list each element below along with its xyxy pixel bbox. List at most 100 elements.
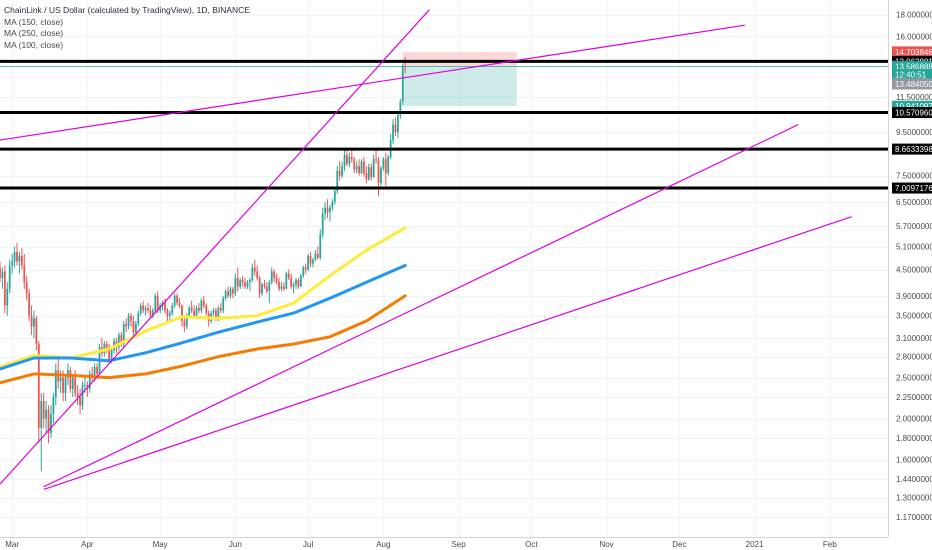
- price-tick-label: 4.50000000: [896, 266, 932, 275]
- candle-body: [79, 396, 81, 406]
- candle-body: [302, 267, 305, 276]
- candle-body: [108, 347, 111, 361]
- candle-body: [50, 414, 52, 433]
- candle-body: [1, 271, 4, 278]
- candle-body: [195, 307, 198, 316]
- price-badge-label: 7.00971762: [895, 184, 932, 193]
- position-stop-zone: [402, 51, 517, 67]
- candle-body: [134, 323, 137, 333]
- candle-body: [96, 366, 98, 374]
- candle-body: [215, 310, 217, 319]
- price-tick-label: 7.50000000: [896, 172, 932, 181]
- candle-body: [212, 310, 215, 314]
- candle-body: [234, 277, 237, 294]
- trendline: [43, 216, 852, 491]
- candle-body: [33, 318, 35, 327]
- price-tick-label: 2.80000000: [896, 353, 932, 362]
- candle-body: [8, 265, 11, 289]
- price-tick-label: 6.50000000: [896, 198, 932, 207]
- candle-body: [202, 300, 205, 306]
- candle-body: [297, 280, 300, 287]
- candle-body: [329, 207, 331, 213]
- legend-ma150[interactable]: MA (150, close): [4, 16, 64, 27]
- price-badge-label: 14.70384682: [895, 48, 932, 57]
- candle-body: [3, 271, 6, 306]
- candle-body: [76, 392, 79, 397]
- candle-body: [355, 166, 358, 170]
- position-target-zone: [402, 66, 517, 107]
- candle-body: [244, 282, 246, 287]
- candle-body: [401, 66, 404, 102]
- candle-body: [268, 282, 271, 292]
- price-tick-label: 1.44000000: [896, 475, 932, 484]
- candle-body: [239, 280, 242, 287]
- candle-body: [69, 370, 72, 389]
- candle-body: [190, 307, 193, 311]
- candle-body: [278, 282, 280, 289]
- moving-average-line: [0, 264, 407, 371]
- time-tick-label: Apr: [81, 540, 94, 549]
- candle-body: [171, 305, 174, 314]
- candle-body: [314, 253, 317, 260]
- candle-body: [59, 377, 62, 382]
- plot-layer: [0, 9, 888, 491]
- candle-body: [16, 251, 18, 262]
- legend-ma250[interactable]: MA (250, close): [4, 28, 64, 38]
- candle-body: [312, 259, 314, 264]
- candle-body: [270, 271, 273, 283]
- candle-body: [105, 344, 108, 348]
- candle-body: [193, 310, 195, 316]
- candle-body: [227, 291, 229, 296]
- candle-body: [25, 282, 28, 294]
- price-tick-label: 2.00000000: [896, 415, 932, 424]
- candle-body: [392, 124, 394, 141]
- time-tick-label: Mar: [5, 540, 19, 549]
- price-badge: [892, 100, 932, 112]
- candle-body: [183, 321, 186, 327]
- candle-body: [232, 288, 234, 294]
- time-tick-label: Oct: [525, 540, 538, 549]
- candle-body: [156, 295, 159, 311]
- candle-body: [54, 370, 57, 397]
- candle-body: [309, 255, 312, 264]
- candle-body: [188, 307, 191, 316]
- candle-body: [64, 377, 67, 393]
- candle-body: [360, 161, 363, 174]
- price-badge-label: 8.66333986: [895, 145, 932, 154]
- symbol-title[interactable]: ChainLink / US Dollar (calculated by Tra…: [4, 5, 250, 15]
- time-tick-label: 2021: [746, 540, 764, 549]
- time-tick-label: Feb: [823, 540, 837, 549]
- candle-body: [149, 310, 152, 316]
- price-badge: [892, 107, 932, 119]
- candle-body: [219, 307, 222, 311]
- candle-body: [62, 377, 64, 393]
- candle-body: [399, 101, 402, 116]
- candle-body: [363, 161, 365, 174]
- candle-body: [139, 305, 142, 314]
- candle-body: [265, 286, 268, 292]
- candle-body: [185, 315, 188, 327]
- legend-ma100[interactable]: MA (100, close): [4, 39, 64, 50]
- candle-body: [331, 201, 334, 208]
- price-badge: [892, 182, 932, 194]
- candle-body: [295, 280, 297, 285]
- price-tick-label: 5.70000000: [896, 222, 932, 231]
- candle-body: [348, 156, 351, 164]
- candle-body: [120, 335, 123, 345]
- candle-body: [144, 307, 147, 311]
- time-tick-label: Nov: [599, 540, 613, 549]
- candle-body: [217, 307, 220, 319]
- candle-body: [13, 251, 16, 262]
- candle-body: [45, 409, 47, 419]
- candle-body: [346, 154, 348, 164]
- candle-body: [387, 156, 390, 174]
- candle-body: [404, 66, 407, 68]
- candle-body: [224, 291, 227, 299]
- price-badge-label: 10.57096080: [895, 109, 932, 118]
- candle-body: [47, 409, 50, 433]
- price-tick-label: 11.50000000: [896, 93, 932, 102]
- price-tick-label: 16.00000000: [896, 32, 932, 41]
- candle-body: [23, 265, 26, 283]
